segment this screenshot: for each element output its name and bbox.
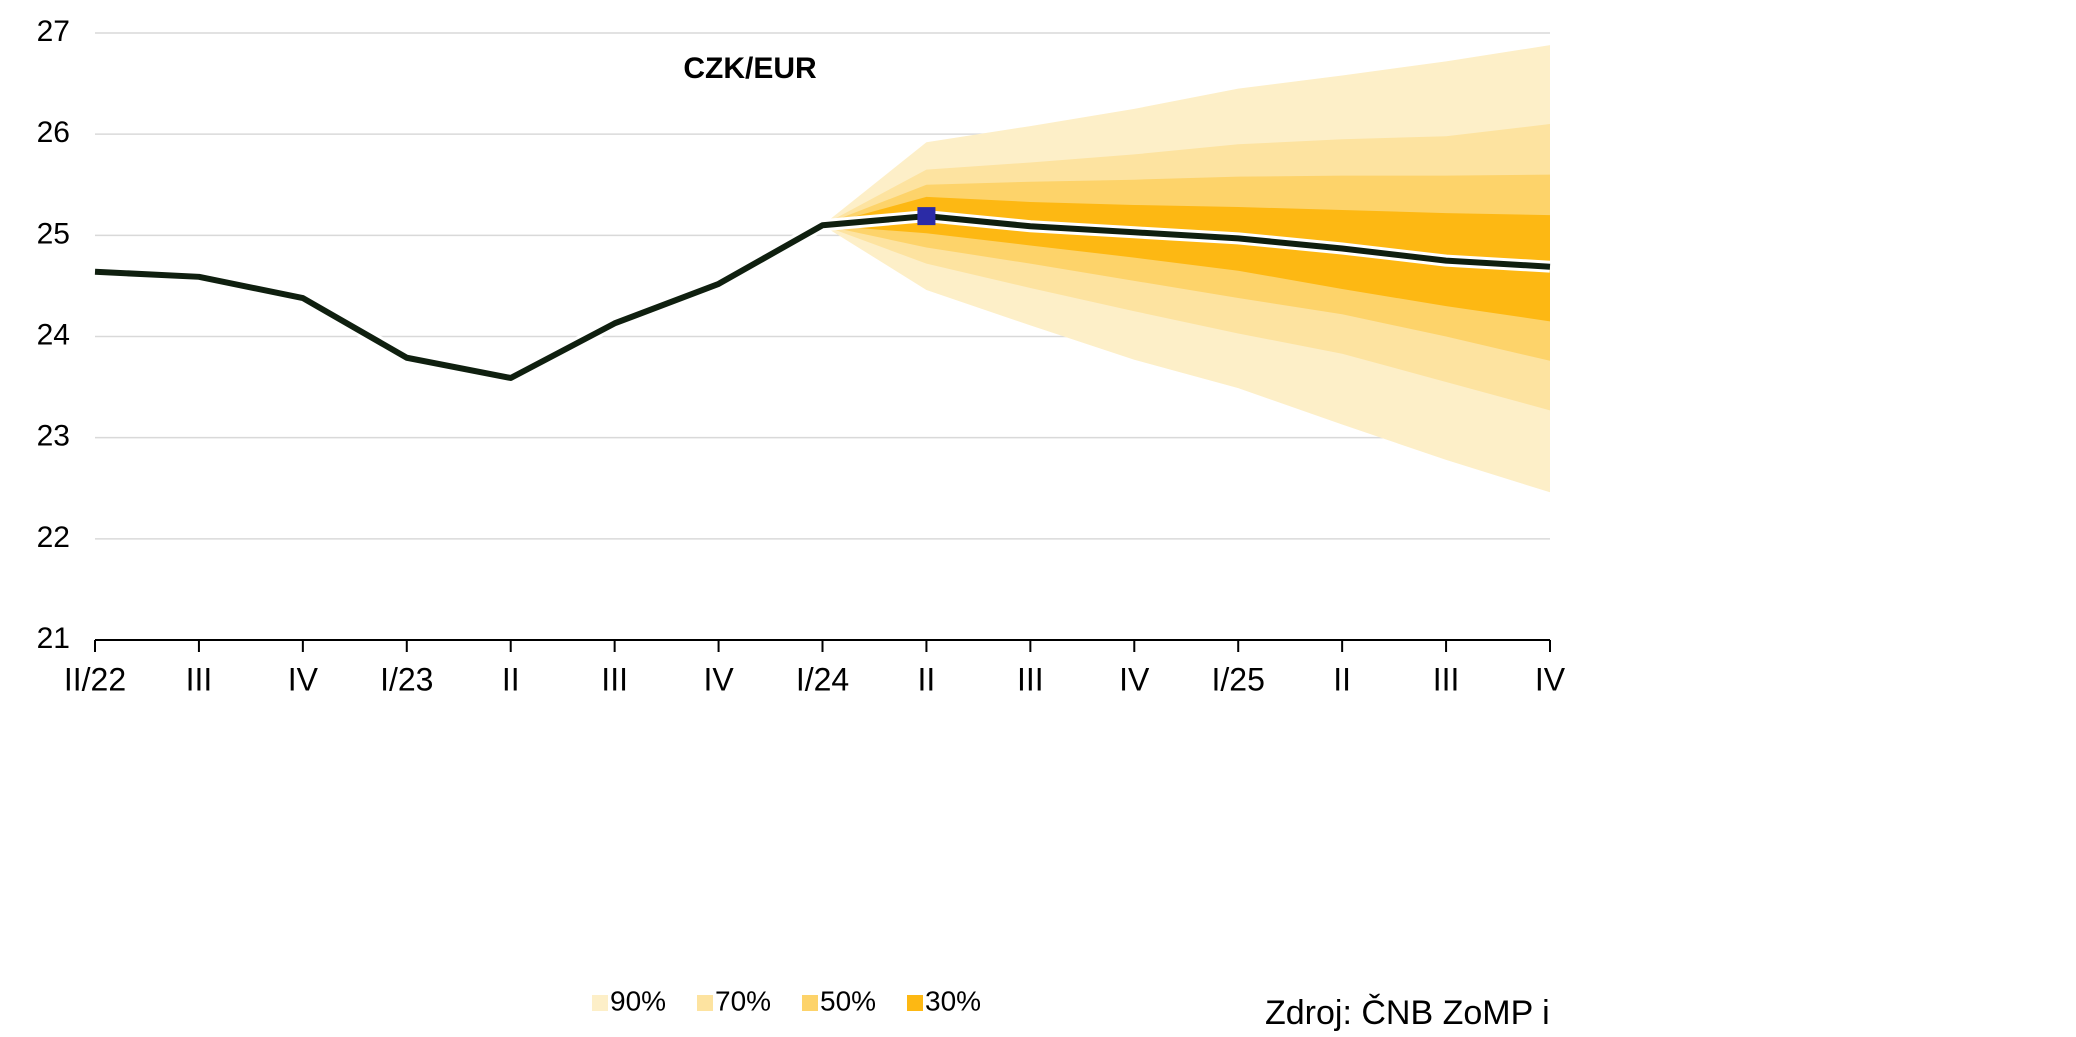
x-tick-label: III [186,661,213,697]
x-tick-label: II [918,661,936,697]
x-tick-label: I/24 [796,661,849,697]
y-tick-label: 25 [37,217,70,250]
x-tick-label: III [601,661,628,697]
y-tick-label: 27 [37,15,70,48]
legend-label: 30% [925,985,981,1016]
legend-label: 70% [715,985,771,1016]
x-tick-label: I/23 [380,661,433,697]
x-tick-label: II [1333,661,1351,697]
y-tick-label: 26 [37,116,70,149]
x-tick-label: I/25 [1212,661,1265,697]
y-tick-label: 21 [37,622,70,655]
highlight-marker [917,207,936,226]
y-tick-label: 23 [37,420,70,453]
source-note: Zdroj: ČNB ZoMP i [1265,994,1550,1032]
y-tick-label: 22 [37,521,70,554]
x-tick-label: III [1433,661,1460,697]
x-tick-label: IV [703,661,734,697]
legend-label: 50% [820,985,876,1016]
line [94,213,1551,381]
legend-swatch [592,995,608,1011]
x-tick-label: IV [1535,661,1566,697]
x-tick-label: II [502,661,520,697]
y-tick-label: 24 [37,318,70,351]
x-tick-label: IV [1119,661,1150,697]
legend-swatch [697,995,713,1011]
x-tick-label: III [1017,661,1044,697]
chart-title: CZK/EUR [683,52,817,85]
legend-swatch [802,995,818,1011]
legend-label: 90% [610,985,666,1016]
x-tick-label: II/22 [64,661,126,697]
legend-swatch [907,995,923,1011]
x-tick-label: IV [288,661,319,697]
